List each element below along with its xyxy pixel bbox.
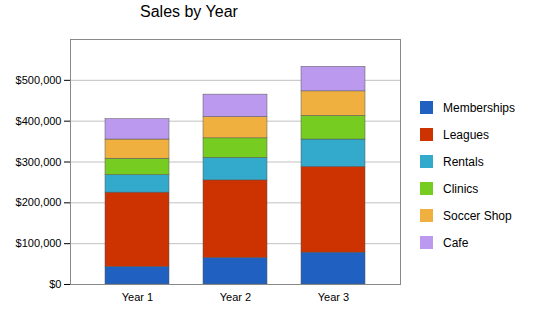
svg-text:$200,000: $200,000 [16, 196, 62, 208]
html-text:Rentals: Rentals [443, 154, 484, 169]
html-text:Leagues: Leagues [443, 127, 489, 142]
svg-text:$500,000: $500,000 [16, 74, 62, 86]
svg-text:$100,000: $100,000 [16, 237, 62, 249]
html-text:Clinics: Clinics [443, 181, 479, 196]
svg-text:Year 1: Year 1 [122, 291, 153, 303]
svg-text:$0: $0 [49, 278, 61, 290]
svg-text:$400,000: $400,000 [16, 115, 62, 127]
html-text:Cafe: Cafe [443, 235, 469, 250]
html-text:Soccer Shop: Soccer Shop [443, 208, 512, 223]
svg-text:$300,000: $300,000 [16, 156, 62, 168]
html-text:Sales by Year: Sales by Year [140, 3, 238, 20]
html-text:Memberships: Memberships [443, 100, 515, 115]
svg-text:Year 2: Year 2 [220, 291, 251, 303]
svg-text:Year 3: Year 3 [318, 291, 349, 303]
